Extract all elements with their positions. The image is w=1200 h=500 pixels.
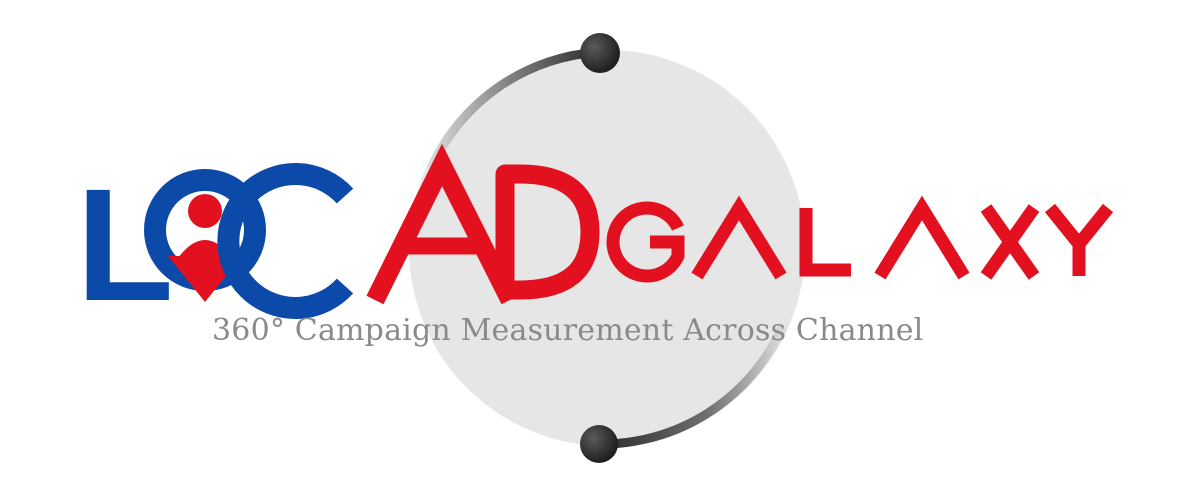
letter-a: [366, 143, 519, 305]
orbit-dot-bottom: [580, 425, 618, 463]
letter-l2: [799, 208, 851, 277]
letter-a2: [874, 195, 970, 280]
word-ad: [366, 143, 600, 305]
letter-x: [980, 204, 1040, 280]
orbit-arc-top: [427, 47, 605, 171]
word-local: L: [76, 155, 354, 334]
orbit-arc-bottom: [595, 325, 786, 449]
word-galaxy: [606, 195, 1114, 283]
tagline: 360° Campaign Measurement Across Channel: [212, 313, 924, 348]
letter-y: [1044, 203, 1114, 276]
letter-g: [606, 201, 685, 283]
letter-c: [217, 163, 354, 319]
orbit-dot-top: [580, 33, 620, 73]
letter-d: [495, 164, 600, 300]
letter-a1: [691, 195, 787, 280]
